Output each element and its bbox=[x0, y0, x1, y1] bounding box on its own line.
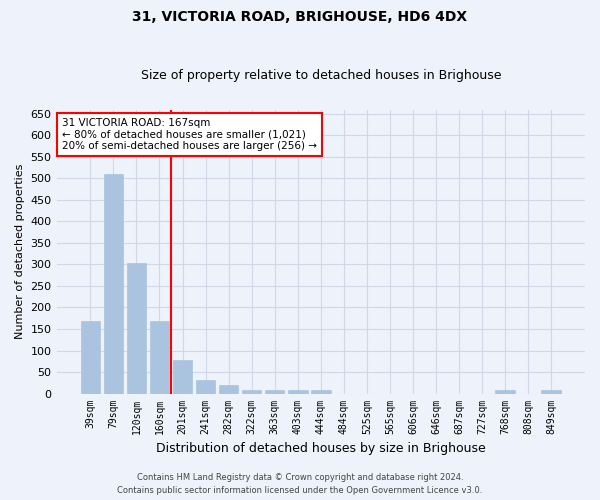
Bar bbox=[80, 322, 100, 394]
Bar bbox=[149, 322, 169, 394]
Text: Contains HM Land Registry data © Crown copyright and database right 2024.
Contai: Contains HM Land Registry data © Crown c… bbox=[118, 473, 482, 495]
Title: Size of property relative to detached houses in Brighouse: Size of property relative to detached ho… bbox=[140, 69, 501, 82]
Bar bbox=[196, 380, 215, 394]
Bar bbox=[104, 174, 123, 394]
Y-axis label: Number of detached properties: Number of detached properties bbox=[15, 164, 25, 339]
Bar bbox=[288, 390, 308, 394]
Bar bbox=[127, 263, 146, 394]
Text: 31 VICTORIA ROAD: 167sqm
← 80% of detached houses are smaller (1,021)
20% of sem: 31 VICTORIA ROAD: 167sqm ← 80% of detach… bbox=[62, 118, 317, 152]
Text: 31, VICTORIA ROAD, BRIGHOUSE, HD6 4DX: 31, VICTORIA ROAD, BRIGHOUSE, HD6 4DX bbox=[133, 10, 467, 24]
Bar bbox=[219, 385, 238, 394]
Bar bbox=[173, 360, 193, 394]
Bar bbox=[541, 390, 561, 394]
X-axis label: Distribution of detached houses by size in Brighouse: Distribution of detached houses by size … bbox=[156, 442, 485, 455]
Bar bbox=[265, 390, 284, 394]
Bar bbox=[311, 390, 331, 394]
Bar bbox=[242, 390, 262, 394]
Bar bbox=[496, 390, 515, 394]
